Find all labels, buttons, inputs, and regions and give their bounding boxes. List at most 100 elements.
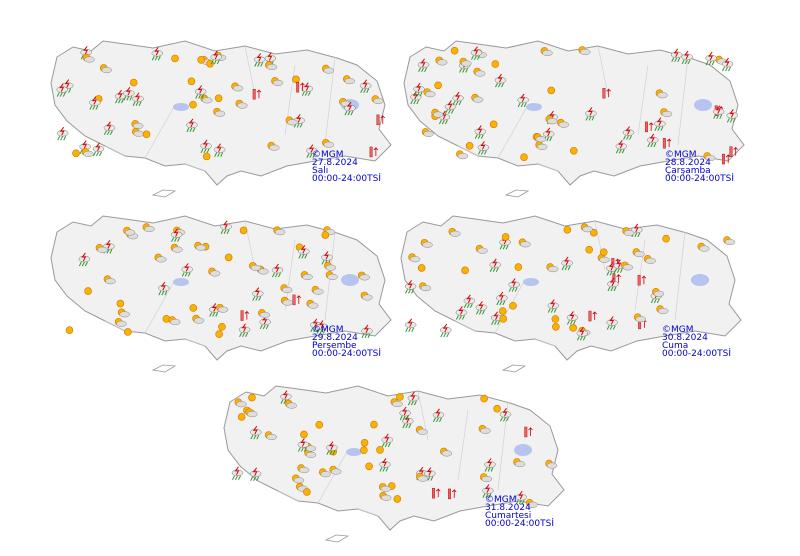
lightning-icon [407,280,413,289]
cloud-icon [313,288,324,295]
lightning-icon [441,110,447,120]
thermometer-icon [252,88,256,100]
map-day: Salı [312,166,328,176]
cloud-icon [144,226,155,233]
lightning-icon [254,287,260,296]
thermometer-icon [602,88,606,99]
lightning-icon [435,408,441,418]
rain-icon [623,135,632,140]
cloud-icon [84,56,95,63]
rain-icon [484,467,494,472]
thermometer-icon [662,137,666,149]
cloud-icon [704,155,716,162]
lightning-icon [91,96,97,105]
cloud-icon [274,229,286,236]
lightning-icon [252,425,258,435]
rain-icon [671,57,681,63]
cloud-icon [116,320,127,327]
cloud-icon [441,450,453,457]
cloud-icon [359,274,370,281]
lightning-icon [83,46,88,55]
rain-icon [306,153,316,158]
sun-icon [142,130,151,139]
rain-icon [316,329,326,334]
lightning-icon [274,263,280,273]
cloud-icon [217,306,229,313]
sun-icon [434,81,442,90]
lightning-icon [729,109,735,118]
cloud-icon [124,229,136,236]
lightning-icon [323,251,329,260]
rain-icon [438,119,448,125]
lightning-icon [59,126,65,136]
lightning-icon [466,294,472,303]
rain-icon [585,116,595,121]
lightning-icon [418,466,424,476]
cloud-icon [362,294,373,301]
sun-icon [365,462,373,471]
cloud-icon [657,92,668,99]
lightning-icon [241,323,247,332]
lightning-icon [609,277,615,287]
sun-icon [72,149,80,158]
cloud-icon [380,494,392,501]
lightning-icon [609,316,615,325]
thermometer-icon [637,275,641,286]
thermometer-icon [721,153,725,165]
sun-icon [360,438,369,447]
cloud-icon [645,257,656,264]
thermometer-icon [644,121,648,133]
rain-icon [650,298,660,304]
arrow-icon [528,427,533,436]
sun-icon [214,94,223,103]
lightning-icon [633,223,639,233]
cloud-icon [542,49,553,56]
sun-icon [489,120,498,129]
lightning-icon [511,278,516,287]
lightning-icon [282,390,288,399]
map-copyright: ©MGM [312,150,344,160]
sun-icon [569,146,578,155]
lightning-icon [81,252,87,262]
arrow-icon [256,89,262,99]
lightning-icon [125,86,131,96]
lightning-icon [407,318,413,328]
lightning-icon [381,458,387,467]
rain-icon [298,254,308,259]
arrow-icon [606,88,611,98]
rain-icon [647,142,657,148]
map-day: Perşembe [312,341,357,351]
rain-icon [500,417,509,422]
cloud-icon [481,475,493,483]
lightning-icon [487,458,492,467]
cloud-icon [373,97,384,105]
map-time: 00:00-24:00TSİ [662,348,731,359]
rain-icon [379,467,389,472]
lightning-icon [410,391,416,401]
cloud-icon [250,264,262,271]
cloud-icon [272,79,284,86]
cloud-icon [344,78,356,85]
cloud-icon [422,241,433,248]
lightning-icon [252,467,258,477]
lightning-icon [304,82,310,91]
cloud-icon [232,85,244,92]
sun-icon [202,152,211,161]
lightning-icon [384,433,390,443]
sun-icon [360,446,368,455]
cloud-icon [527,501,538,508]
lightning-icon [480,141,486,150]
rain-icon [254,62,264,67]
arrow-icon [592,311,597,321]
rain-icon [474,134,484,139]
map-copyright: ©MGM [485,495,517,505]
cloud-icon [579,48,591,56]
sun-icon [215,330,223,338]
lightning-icon [197,85,203,94]
rain-icon [158,290,168,296]
map-date: 30.8.2024 [662,333,708,343]
arrow-icon [373,146,379,156]
rain-icon [214,152,224,157]
lightning-icon [618,139,624,149]
